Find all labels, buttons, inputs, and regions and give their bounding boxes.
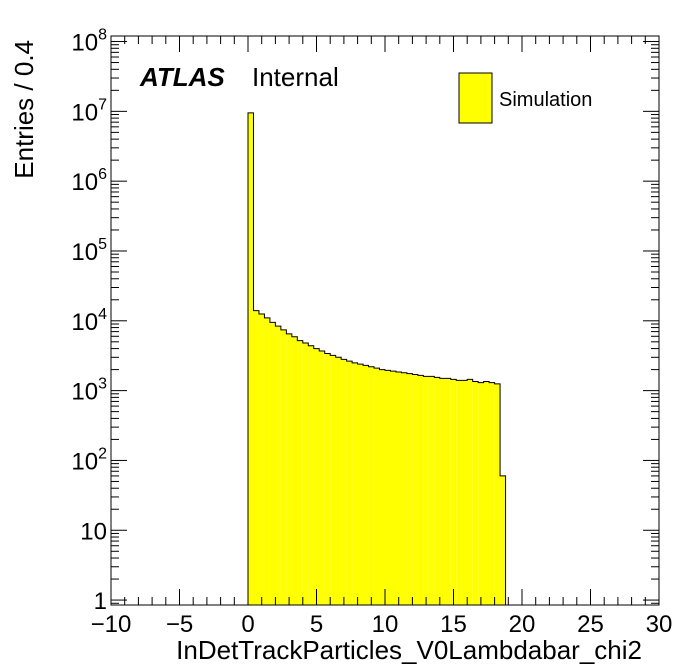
histogram-bar [494, 383, 501, 605]
histogram-bar [313, 348, 320, 605]
y-tick-label: 1 [94, 588, 107, 615]
histogram-bar [417, 375, 424, 605]
histogram-bar [341, 359, 347, 605]
histogram-bar [269, 322, 276, 605]
y-tick-label: 106 [71, 166, 107, 196]
histogram-bar [434, 377, 440, 605]
histogram-bar [374, 368, 380, 605]
legend-label: Simulation [499, 89, 592, 111]
x-tick-label: 15 [440, 611, 467, 638]
histogram-bar [395, 371, 402, 605]
histogram-bar [461, 380, 468, 605]
histogram-bar [478, 382, 484, 605]
histogram-bar [467, 379, 473, 605]
histogram-bar [450, 379, 457, 605]
x-tick-label: 0 [241, 611, 254, 638]
x-tick-label: 30 [646, 611, 673, 638]
histogram-bar [297, 340, 303, 605]
histogram-bar [472, 381, 479, 605]
histogram-bar [319, 350, 325, 605]
histogram-bar [302, 343, 309, 605]
histogram-bar [352, 362, 358, 605]
histogram-bar [368, 366, 375, 605]
y-tick-labels: 1 10 102 103 104 105 106 107 108 [71, 27, 107, 616]
histogram-bar [401, 372, 407, 605]
histogram-bar [335, 357, 342, 605]
y-tick-label: 105 [71, 236, 107, 266]
histogram-bar [253, 310, 259, 605]
atlas-label: ATLAS [139, 62, 225, 92]
x-tick-label: 5 [310, 611, 323, 638]
histogram-bar [280, 329, 287, 605]
x-tick-label: −5 [166, 611, 193, 638]
histogram-bar [363, 365, 369, 605]
histogram-bar [423, 376, 429, 605]
histogram-bar [258, 314, 265, 605]
x-tick-label: −10 [91, 611, 132, 638]
atlas-status-label: Internal [252, 62, 339, 92]
histogram-bar [324, 353, 331, 605]
y-tick-label: 10 [80, 518, 107, 545]
x-axis-title: InDetTrackParticles_V0Lambdabar_chi2 [176, 635, 642, 665]
histogram-bar [456, 380, 462, 605]
histogram-bar [483, 381, 490, 605]
histogram-bar [412, 374, 418, 605]
histogram-bar [406, 373, 413, 605]
histogram-bar [357, 364, 364, 605]
histogram-bar [248, 112, 254, 606]
histogram-bar [500, 475, 506, 605]
histogram-bar [385, 370, 391, 605]
y-tick-label: 104 [71, 306, 107, 336]
x-tick-label: 10 [372, 611, 399, 638]
y-tick-label: 103 [71, 376, 107, 406]
histogram-bar [308, 345, 314, 605]
histogram-bar [330, 355, 336, 605]
legend-swatch [458, 72, 493, 124]
histogram-bar [379, 369, 385, 605]
histogram-bar [346, 361, 353, 605]
x-tick-label: 25 [577, 611, 604, 638]
y-axis-title: Entries / 0.4 [9, 40, 39, 179]
x-tick-labels: −10 −5 0 5 10 15 20 25 30 [91, 611, 673, 638]
histogram-bar [264, 317, 270, 605]
x-tick-label: 20 [509, 611, 536, 638]
axis-ticks [110, 36, 660, 605]
histogram-outline [247, 112, 507, 605]
histogram-bar [390, 371, 396, 605]
y-tick-label: 102 [71, 445, 107, 475]
histogram-bar [428, 376, 435, 605]
histogram-bar [275, 326, 281, 605]
histogram-bar [445, 378, 451, 605]
histogram-bar [286, 333, 292, 605]
histogram-bar [439, 378, 446, 605]
y-tick-label: 108 [71, 27, 107, 57]
histogram-bars [247, 112, 507, 606]
y-tick-label: 107 [71, 96, 107, 126]
histogram-bar [489, 382, 495, 605]
histogram-bar [291, 336, 298, 605]
